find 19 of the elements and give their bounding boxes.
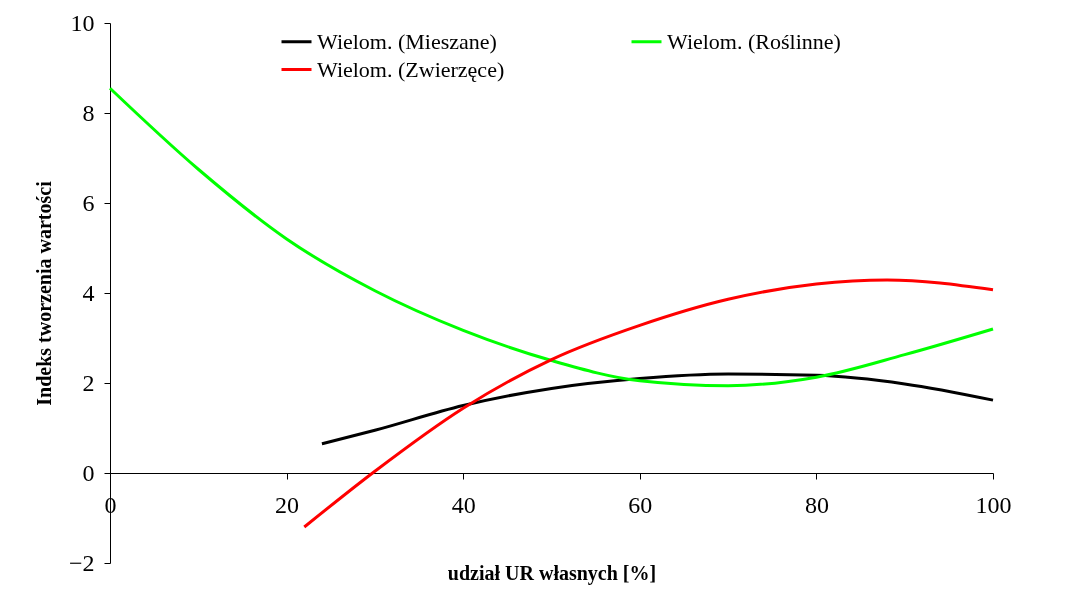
x-tick-label: 40 <box>451 491 476 518</box>
y-tick-label: 10 <box>70 9 95 36</box>
line-series <box>108 86 995 388</box>
x-tick-label: 20 <box>275 491 300 518</box>
x-tick-label: 100 <box>975 491 1012 518</box>
y-tick-label: −2 <box>68 549 95 576</box>
legend-label: Wielom. (Mieszane) <box>317 28 497 54</box>
y-tick-label: 0 <box>82 459 95 486</box>
line-series <box>320 372 995 446</box>
y-tick-label: 2 <box>82 369 95 396</box>
x-tick-label: 80 <box>804 491 829 518</box>
y-tick-label: 4 <box>82 279 95 306</box>
x-axis-title: udział UR własnych [%] <box>447 561 657 585</box>
legend-label: Wielom. (Zwierzęce) <box>317 56 505 82</box>
y-tick-label: 6 <box>82 189 95 216</box>
y-tick-label: 8 <box>82 99 95 126</box>
legend-label: Wielom. (Roślinne) <box>667 28 841 54</box>
x-tick-label: 60 <box>628 491 653 518</box>
y-axis-title: Indeks tworzenia wartości <box>32 180 55 406</box>
